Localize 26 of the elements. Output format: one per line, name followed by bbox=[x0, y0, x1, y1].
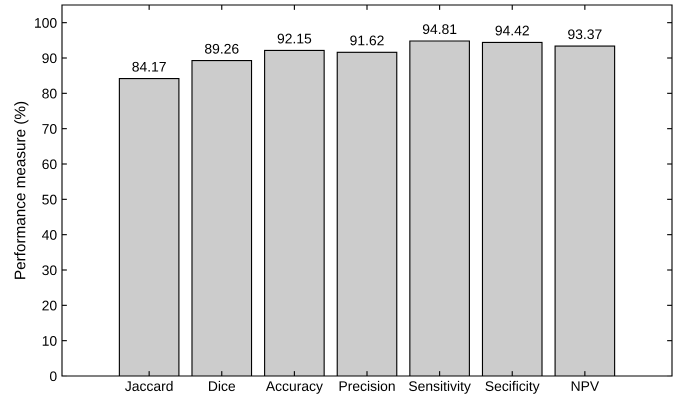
data-label: 94.81 bbox=[422, 24, 456, 34]
y-tick-label: 70 bbox=[42, 124, 57, 134]
x-tick-label: Accuracy bbox=[266, 381, 323, 394]
data-label: 91.62 bbox=[350, 36, 384, 46]
x-tick-label: Sensitivity bbox=[408, 380, 471, 394]
y-tick-label: 30 bbox=[42, 265, 57, 276]
y-tick-label: 80 bbox=[42, 88, 57, 99]
y-tick-label: 10 bbox=[42, 336, 57, 346]
data-label: 89.26 bbox=[204, 44, 239, 54]
data-label: 94.42 bbox=[496, 26, 529, 36]
y-tick-label: 60 bbox=[42, 159, 57, 170]
y-tick-label: 0 bbox=[50, 371, 57, 382]
x-tick-label: Secificity bbox=[485, 380, 540, 394]
y-tick-label: 40 bbox=[42, 230, 57, 240]
data-label: 93.37 bbox=[568, 29, 602, 40]
data-label: 92.15 bbox=[278, 34, 312, 44]
y-tick-label: 90 bbox=[42, 53, 57, 64]
y-tick-label: 100 bbox=[35, 18, 57, 28]
y-tick-label: 50 bbox=[42, 194, 57, 205]
y-tick-label: 20 bbox=[42, 300, 57, 311]
x-tick-label: Jaccard bbox=[125, 380, 173, 392]
x-tick-label: NPV bbox=[572, 381, 600, 391]
x-tick-label: Precision bbox=[340, 380, 395, 392]
data-label: 84.17 bbox=[132, 62, 166, 72]
x-tick-label: Dice bbox=[209, 380, 236, 392]
y-axis-title: Performance measure (%) bbox=[14, 102, 28, 279]
